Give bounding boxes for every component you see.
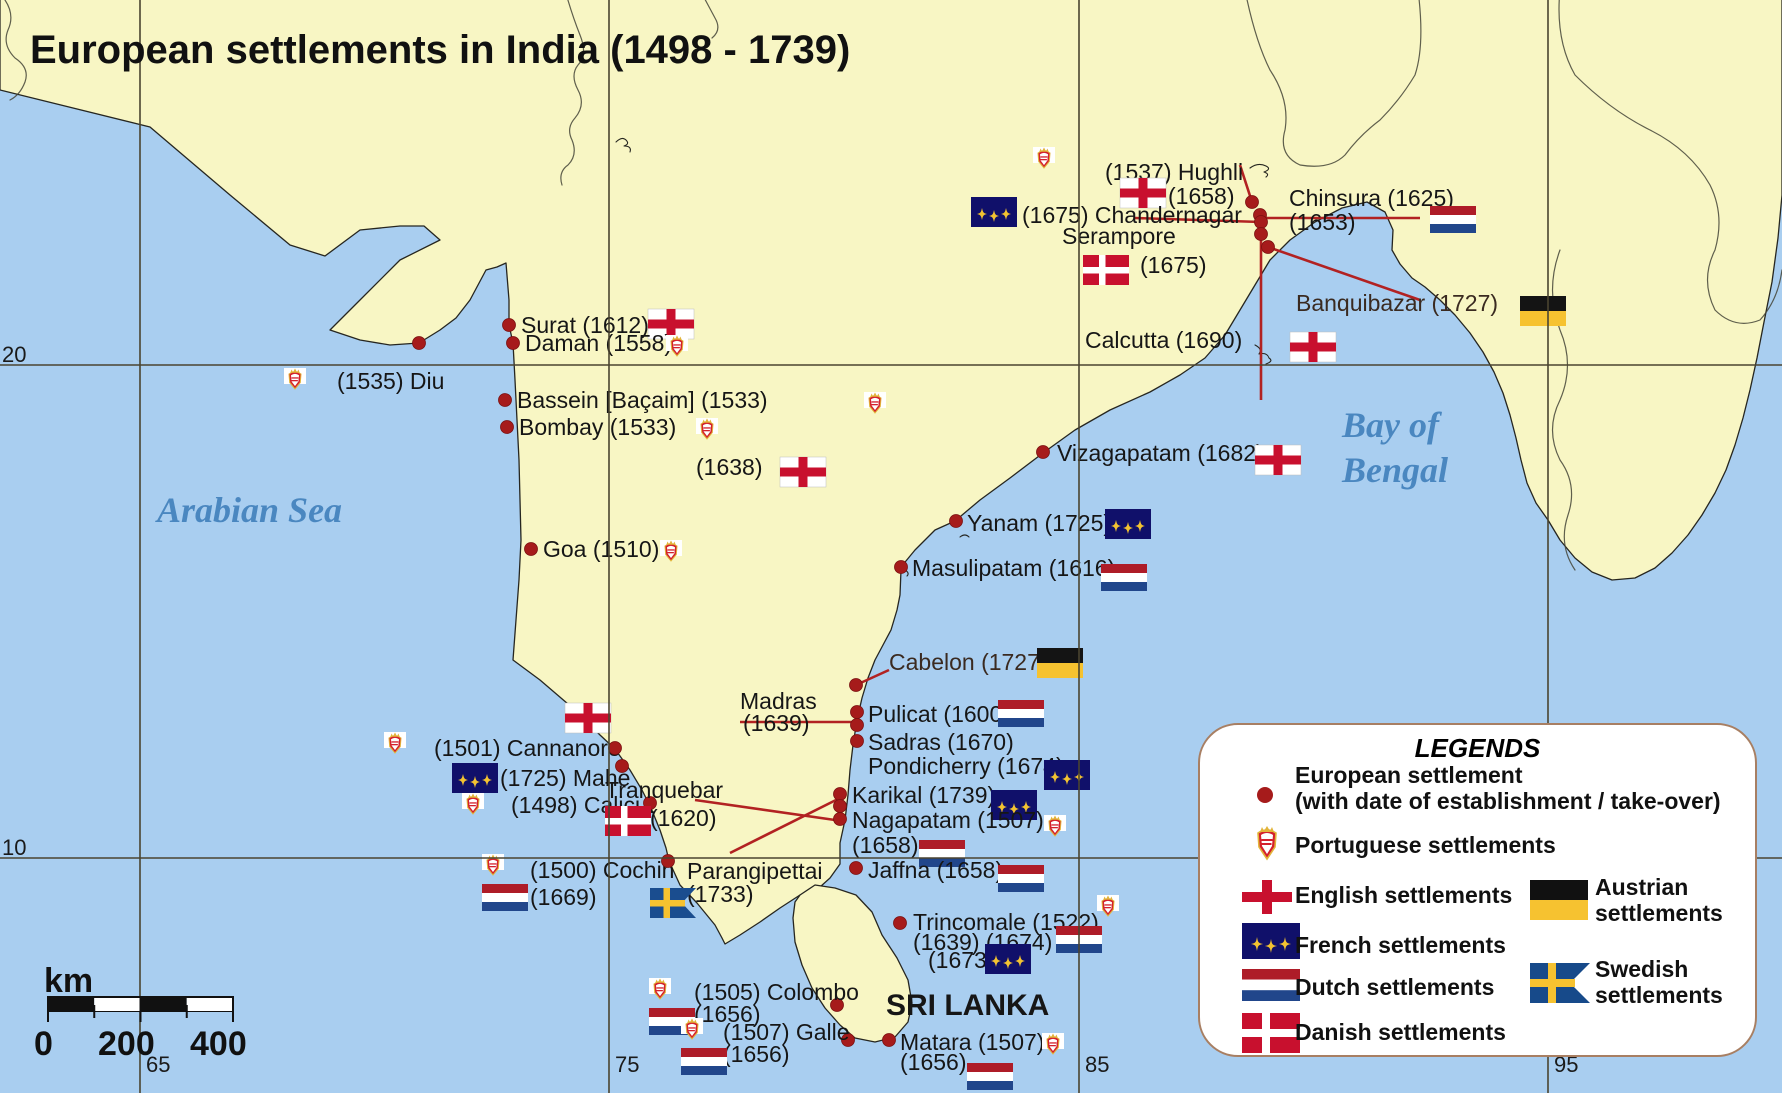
svg-text:km: km bbox=[44, 962, 93, 1000]
svg-text:0: 0 bbox=[34, 1025, 53, 1063]
svg-text:200: 200 bbox=[98, 1025, 155, 1063]
svg-text:400: 400 bbox=[190, 1025, 247, 1063]
